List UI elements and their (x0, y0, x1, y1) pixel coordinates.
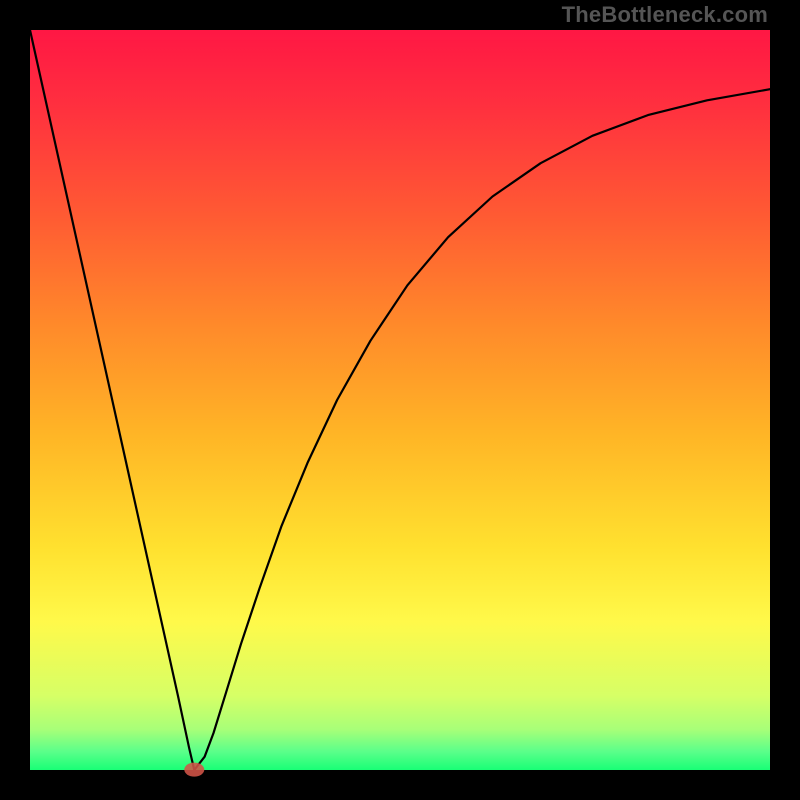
bottleneck-chart (0, 0, 800, 800)
sweet-spot-marker (184, 763, 204, 777)
chart-frame: TheBottleneck.com (0, 0, 800, 800)
watermark-text: TheBottleneck.com (562, 2, 768, 28)
gradient-background (30, 30, 770, 770)
